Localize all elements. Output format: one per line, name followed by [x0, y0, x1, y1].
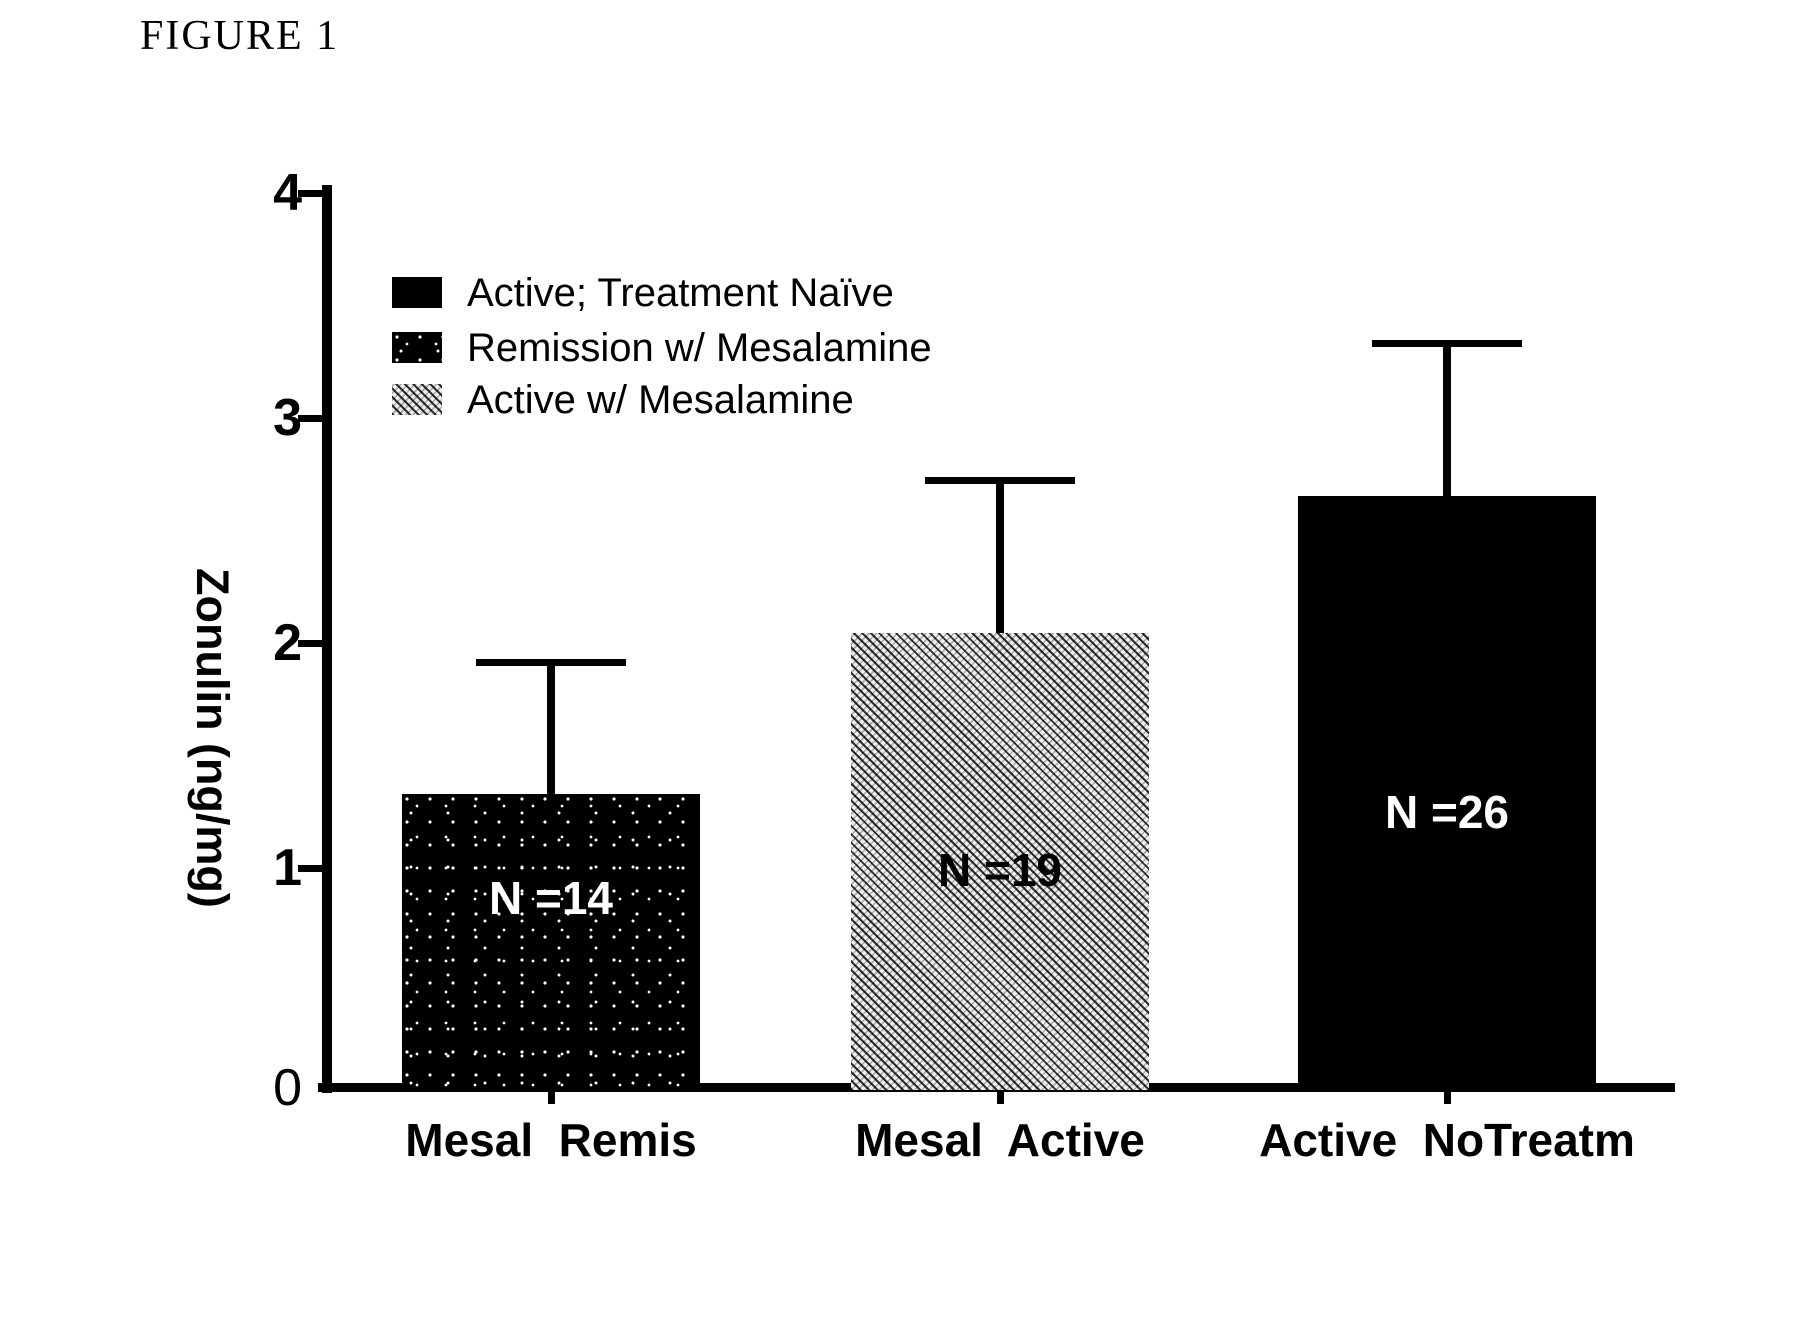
- x-tick-mark: [1443, 1092, 1451, 1104]
- x-tick-mark: [547, 1092, 555, 1104]
- bar-mesal-remis: [402, 793, 700, 1090]
- error-bar-stem: [1443, 343, 1451, 496]
- x-category-label: Mesal Active: [855, 1114, 1145, 1166]
- y-tick-label: 3: [273, 389, 302, 447]
- bar-mesal-active: [851, 632, 1149, 1090]
- legend-label: Remission w/ Mesalamine: [467, 326, 932, 370]
- y-tick-label: 1: [273, 839, 302, 897]
- y-axis-line: [322, 185, 332, 1093]
- bar-count-label: N =19: [937, 844, 1063, 896]
- y-tick-label: 2: [273, 614, 302, 672]
- bar-count-label: N =14: [488, 872, 614, 924]
- legend-swatch-gray-hatch: [392, 384, 442, 415]
- figure-title: FIGURE 1: [140, 13, 340, 59]
- x-tick-mark: [996, 1092, 1004, 1104]
- y-tick-label: 0: [273, 1059, 302, 1117]
- bar-count-label: N =26: [1384, 786, 1510, 838]
- bar-active-notreatm: [1298, 495, 1596, 1090]
- y-tick-mark: [298, 865, 322, 872]
- error-bar-stem: [547, 661, 555, 794]
- error-bar-cap: [476, 658, 626, 666]
- legend-label: Active w/ Mesalamine: [467, 378, 854, 422]
- error-bar-stem: [996, 480, 1004, 633]
- y-axis-label: Zonulin (ng/mg): [187, 568, 238, 908]
- y-tick-mark: [298, 415, 322, 422]
- legend-label: Active; Treatment Naïve: [467, 271, 894, 315]
- y-tick-mark: [298, 190, 322, 197]
- y-tick-mark: [298, 640, 322, 647]
- error-bar-cap: [925, 477, 1075, 485]
- x-category-label: Active NoTreatm: [1259, 1114, 1635, 1166]
- error-bar-cap: [1372, 340, 1522, 348]
- legend-swatch-speckled-black: [392, 332, 442, 363]
- legend-swatch-solid-black: [392, 277, 442, 308]
- y-tick-label: 4: [273, 164, 302, 222]
- x-category-label: Mesal Remis: [405, 1114, 697, 1166]
